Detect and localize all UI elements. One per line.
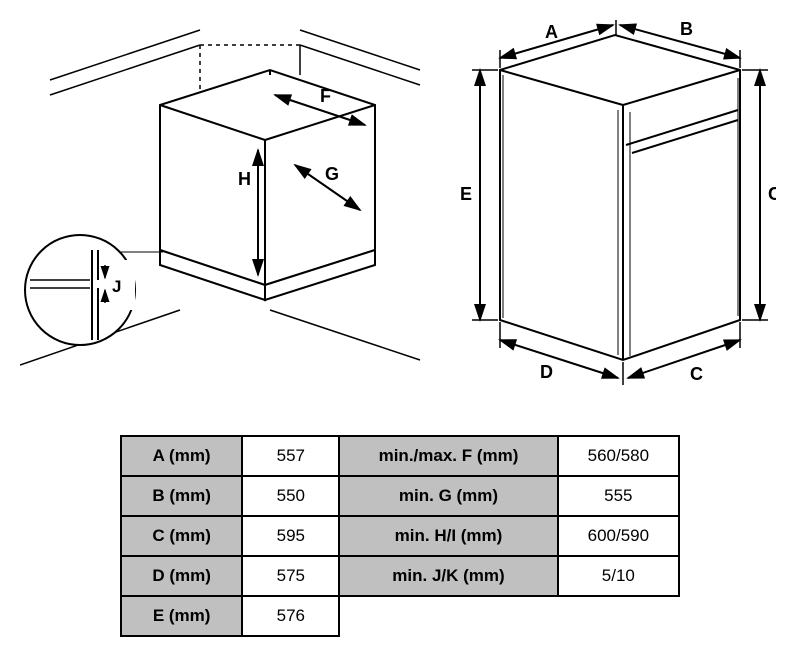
dimension-label: min. G (mm): [339, 476, 557, 516]
label-E: E: [460, 184, 472, 204]
installation-diagram: F H G J: [20, 20, 776, 420]
table: A (mm)557min./max. F (mm)560/580B (mm)55…: [120, 435, 680, 637]
dimension-value: 550: [242, 476, 339, 516]
dimension-label: min. J/K (mm): [339, 556, 557, 596]
dimension-label: D (mm): [121, 556, 242, 596]
dimension-value: 576: [242, 596, 339, 636]
table-row: B (mm)550min. G (mm)555: [121, 476, 679, 516]
label-B: B: [680, 20, 693, 39]
dimension-label: A (mm): [121, 436, 242, 476]
dimension-value: 555: [558, 476, 679, 516]
label-H: H: [238, 169, 251, 189]
label-J: J: [112, 277, 121, 296]
table-row: C (mm)595min. H/I (mm)600/590: [121, 516, 679, 556]
label-G: G: [325, 164, 339, 184]
label-C-bottom: C: [690, 364, 703, 384]
label-A: A: [545, 22, 558, 42]
dimension-value: 557: [242, 436, 339, 476]
dimension-label: C (mm): [121, 516, 242, 556]
dimension-value: 560/580: [558, 436, 679, 476]
dimension-label: min./max. F (mm): [339, 436, 557, 476]
dimension-label: B (mm): [121, 476, 242, 516]
dimension-value: 600/590: [558, 516, 679, 556]
label-D: D: [540, 362, 553, 382]
appliance-diagram: A B E C D C: [460, 20, 776, 385]
table-row: D (mm)575min. J/K (mm)5/10: [121, 556, 679, 596]
label-C-right: C: [768, 184, 776, 204]
dimension-value: 5/10: [558, 556, 679, 596]
dimension-value: 595: [242, 516, 339, 556]
dimension-label: E (mm): [121, 596, 242, 636]
cabinet-diagram: F H G J: [20, 30, 420, 365]
table-row: A (mm)557min./max. F (mm)560/580: [121, 436, 679, 476]
dimension-value: 575: [242, 556, 339, 596]
table-row: E (mm)576: [121, 596, 679, 636]
label-F: F: [320, 86, 331, 106]
dimension-label: min. H/I (mm): [339, 516, 557, 556]
dimensions-table: A (mm)557min./max. F (mm)560/580B (mm)55…: [120, 435, 680, 637]
